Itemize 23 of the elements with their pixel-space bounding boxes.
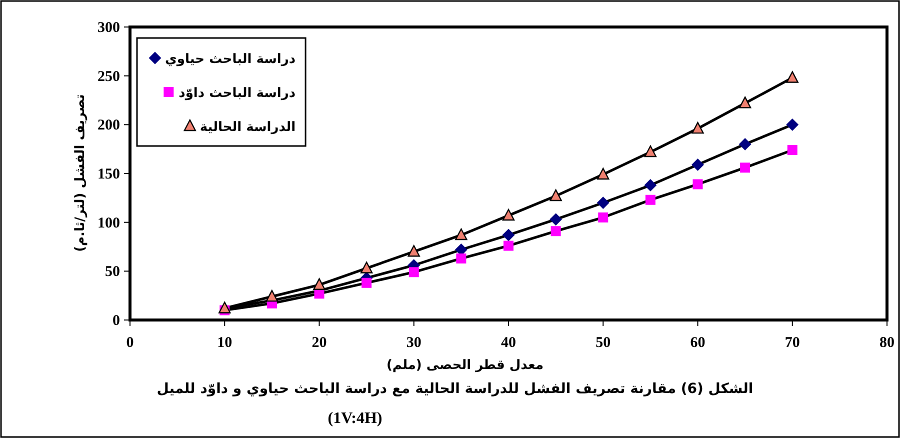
legend-label: دراسة الباحث داوّد <box>178 86 296 101</box>
x-tick-label: 20 <box>312 335 327 351</box>
y-tick-label: 50 <box>105 264 120 280</box>
x-tick-label: 0 <box>126 335 134 351</box>
y-tick-label: 100 <box>98 215 120 232</box>
x-axis-title: معدل قطر الحصى (ملم) <box>386 358 544 373</box>
x-tick-label: 50 <box>596 335 611 351</box>
x-tick-label: 80 <box>880 335 894 351</box>
legend-label: دراسة الباحث حياوي <box>165 52 296 67</box>
y-tick-label: 300 <box>98 20 120 36</box>
x-tick-label: 40 <box>501 335 516 351</box>
legend-label: الدراسة الحالية <box>200 120 296 135</box>
y-tick-label: 250 <box>98 68 120 85</box>
x-tick-label: 60 <box>690 335 706 351</box>
y-axis-title: تصريف الفشل (لتر/ثا.م) <box>73 94 88 252</box>
text: الشكل (6) مقارنة تصريف الفشل للدراسة الحالية مع دراسة الباحث حياوي و داوّد للميل <box>156 381 754 397</box>
text: (1V:4H) <box>328 410 382 427</box>
y-tick-label: 0 <box>112 313 120 329</box>
x-tick-label: 10 <box>217 335 232 351</box>
x-tick-label: 70 <box>784 335 800 351</box>
y-tick-label: 150 <box>98 166 120 182</box>
y-tick-label: 200 <box>98 118 120 134</box>
x-tick-label: 30 <box>406 335 422 351</box>
